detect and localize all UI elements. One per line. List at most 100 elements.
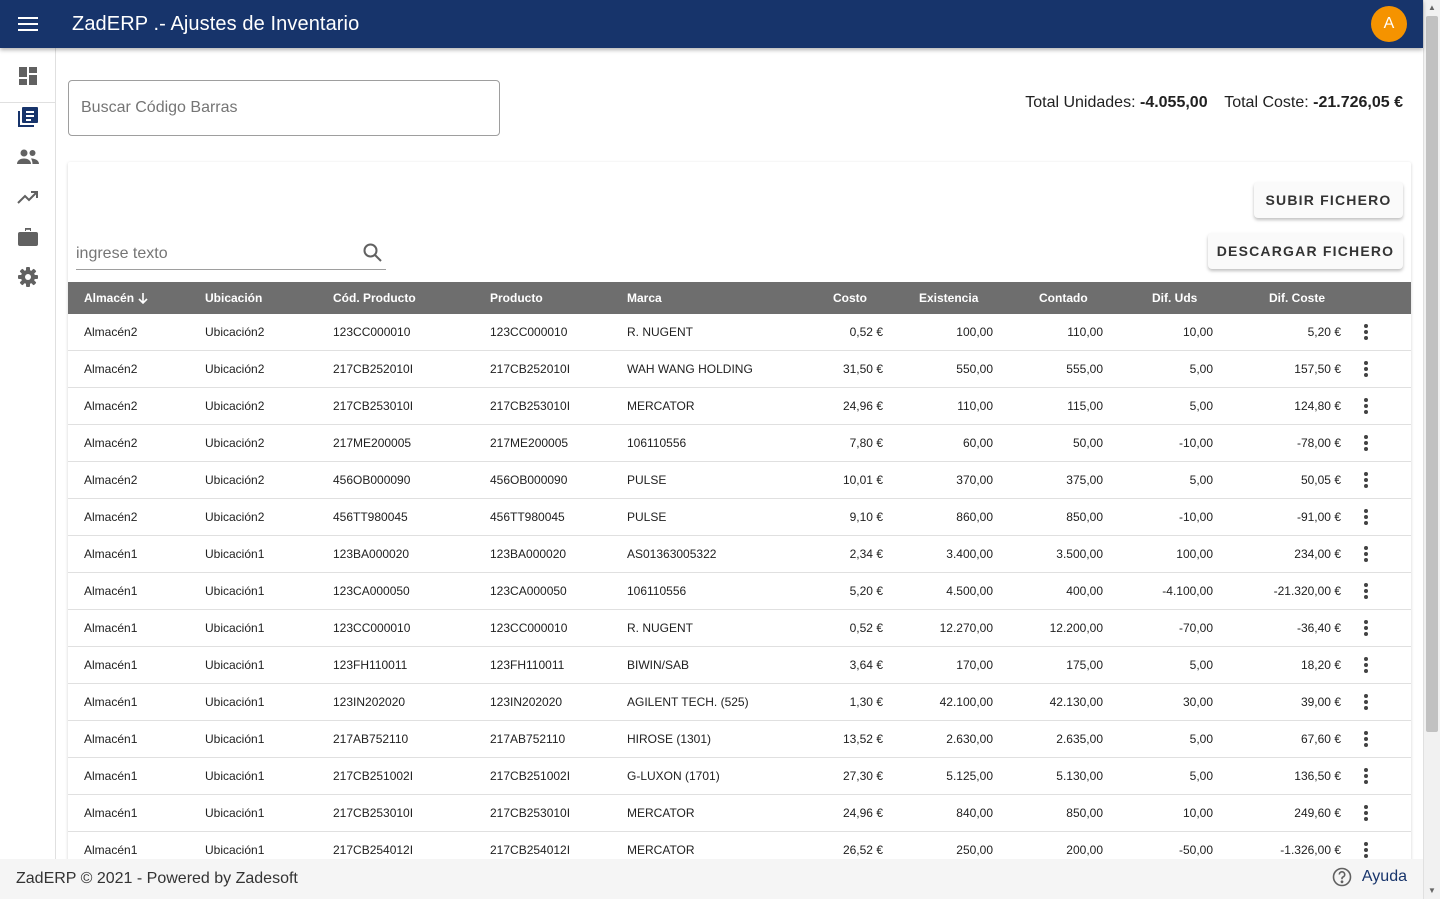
column-header-contado[interactable]: Contado [1039,291,1088,305]
row-menu-button[interactable] [1354,357,1378,381]
table-row[interactable]: Almacén1 Ubicación1 217CB253010I 217CB25301… [68,795,1411,832]
table-row[interactable]: Almacén1 Ubicación1 217AB752110 217AB752110… [68,721,1411,758]
cell-dif-uds: 5,00 [1189,732,1213,746]
column-header-dif-coste[interactable]: Dif. Coste [1269,291,1326,305]
sidebar-item-inventory[interactable] [0,97,56,137]
column-header-almacen[interactable]: Almacén [84,282,149,314]
table-row[interactable]: Almacén2 Ubicación2 217ME200005 217ME200005… [68,425,1411,462]
cell-costo: 1,30 € [849,695,883,709]
upload-file-button[interactable]: SUBIR FICHERO [1254,182,1403,218]
more-vert-icon [1364,509,1368,525]
row-menu-button[interactable] [1354,542,1378,566]
cell-costo: 13,52 € [842,732,883,746]
cell-dif-coste: 234,00 € [1294,547,1341,561]
row-menu-button[interactable] [1354,764,1378,788]
column-header-costo[interactable]: Costo [833,291,867,305]
row-menu-button[interactable] [1354,468,1378,492]
cell-ubicacion: Ubicación2 [205,473,265,487]
cell-dif-coste: 18,20 € [1300,658,1341,672]
cell-producto: 217CB253010I [490,806,571,820]
cell-cod-producto: 217ME200005 [333,436,412,450]
sidebar-item-reports[interactable] [0,177,56,217]
table-row[interactable]: Almacén2 Ubicación2 217CB252010I 217CB25201… [68,351,1411,388]
table-row[interactable]: Almacén1 Ubicación1 123IN202020 123IN202020… [68,684,1411,721]
more-vert-icon [1364,694,1368,710]
scroll-up-arrow-icon[interactable]: ▲ [1428,3,1436,12]
cell-cod-producto: 217AB752110 [333,732,409,746]
column-header-ubicacion[interactable]: Ubicación [205,291,263,305]
footer: ZadERP © 2021 - Powered by Zadesoft Ayud… [0,859,1423,899]
table-row[interactable]: Almacén1 Ubicación1 123CA000050 123CA000050… [68,573,1411,610]
row-menu-button[interactable] [1354,616,1378,640]
row-menu-button[interactable] [1354,653,1378,677]
column-header-producto[interactable]: Producto [490,291,543,305]
cell-existencia: 2.630,00 [946,732,993,746]
sidebar-item-settings[interactable] [0,257,56,297]
cell-contado: 3.500,00 [1056,547,1103,561]
column-header-marca[interactable]: Marca [627,291,662,305]
table-row[interactable]: Almacén2 Ubicación2 217CB253010I 217CB25301… [68,388,1411,425]
cell-costo: 27,30 € [842,769,883,783]
row-menu-button[interactable] [1354,690,1378,714]
more-vert-icon [1364,731,1368,747]
row-menu-button[interactable] [1354,431,1378,455]
cell-dif-coste: 249,60 € [1294,806,1341,820]
row-menu-button[interactable] [1354,579,1378,603]
total-units-label: Total Unidades: [1025,94,1136,111]
cell-costo: 5,20 € [849,584,883,598]
download-file-button[interactable]: DESCARGAR FICHERO [1208,233,1403,269]
page-scrollbar[interactable]: ▲ ▼ [1423,0,1440,899]
avatar[interactable]: A [1371,6,1407,42]
row-menu-button[interactable] [1354,394,1378,418]
cell-existencia: 12.270,00 [939,621,993,635]
cell-producto: 217AB752110 [490,732,566,746]
scroll-down-arrow-icon[interactable]: ▼ [1428,886,1436,895]
column-header-dif-uds[interactable]: Dif. Uds [1152,291,1198,305]
cell-dif-coste: 5,20 € [1307,325,1341,339]
cell-dif-coste: 50,05 € [1300,473,1341,487]
more-vert-icon [1364,324,1368,340]
table-row[interactable]: Almacén1 Ubicación1 123BA000020 123BA000020… [68,536,1411,573]
more-vert-icon [1364,842,1368,858]
cell-almacen: Almacén2 [84,473,138,487]
more-vert-icon [1364,620,1368,636]
table-row[interactable]: Almacén1 Ubicación1 123CC000010 123CC000010… [68,610,1411,647]
menu-button[interactable] [0,0,56,48]
cell-producto: 123CC000010 [490,621,568,635]
total-units-value: -4.055,00 [1139,94,1208,111]
row-menu-button[interactable] [1354,505,1378,529]
cell-marca: WAH WANG HOLDING [627,362,753,376]
column-header-existencia[interactable]: Existencia [919,291,979,305]
menu-icon [18,17,38,31]
column-header-cod-producto[interactable]: Cód. Producto [333,291,416,305]
cell-marca: HIROSE (1301) [627,732,712,746]
table-filter-input[interactable] [76,244,346,263]
sidebar-item-business[interactable] [0,217,56,257]
cell-marca: MERCATOR [627,399,695,413]
cell-producto: 217ME200005 [490,436,569,450]
search-icon[interactable] [362,242,384,264]
cell-existencia: 60,00 [962,436,993,450]
cell-contado: 200,00 [1066,843,1103,857]
sidebar-item-people[interactable] [0,137,56,177]
row-menu-button[interactable] [1354,838,1378,862]
cell-dif-uds: -70,00 [1178,621,1213,635]
more-vert-icon [1364,805,1368,821]
barcode-search-input[interactable] [81,99,487,117]
row-menu-button[interactable] [1354,727,1378,751]
more-vert-icon [1364,583,1368,599]
cell-cod-producto: 217CB254012I [333,843,414,857]
row-menu-button[interactable] [1354,801,1378,825]
table-row[interactable]: Almacén2 Ubicación2 456OB000090 456OB000090… [68,462,1411,499]
scrollbar-thumb[interactable] [1426,16,1438,732]
table-row[interactable]: Almacén1 Ubicación1 123FH110011 123FH110011… [68,647,1411,684]
table-row[interactable]: Almacén1 Ubicación1 217CB251002I 217CB25100… [68,758,1411,795]
help-link[interactable]: Ayuda [1332,867,1407,887]
library-books-icon [18,107,38,127]
sidebar-item-dashboard[interactable] [0,56,56,96]
row-menu-button[interactable] [1354,320,1378,344]
table-row[interactable]: Almacén2 Ubicación2 123CC000010 123CC000010… [68,314,1411,351]
table-row[interactable]: Almacén2 Ubicación2 456TT980045 456TT980045… [68,499,1411,536]
cell-dif-uds: -4.100,00 [1162,584,1213,598]
cell-existencia: 42.100,00 [939,695,993,709]
